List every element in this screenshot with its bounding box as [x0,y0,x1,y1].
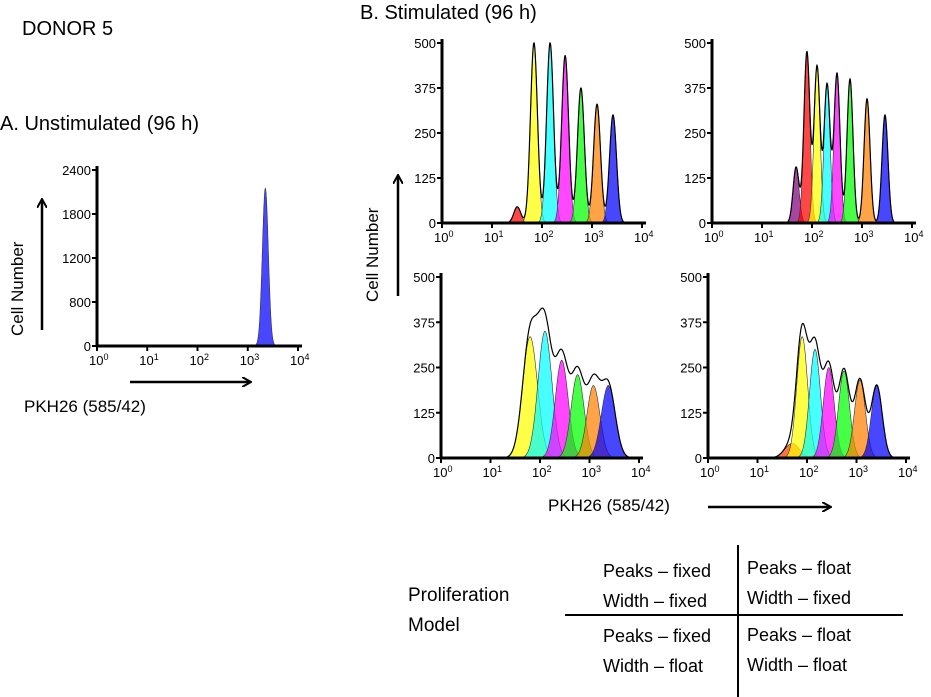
x-tick-label: 104 [631,464,650,480]
y-tick-label: 250 [684,126,706,141]
y-tick-label: 375 [684,81,706,96]
y-tick-label: 500 [413,270,435,285]
table-cell-fixed-float: Peaks – fixed Width – float [603,621,711,681]
y-tick-label: 500 [414,36,436,51]
y-tick-label: 0 [695,451,702,466]
table-label-line1: Proliferation [408,585,510,606]
total-fit-curve [492,41,642,224]
y-tick-label: 0 [428,451,435,466]
y-tick-label: 1800 [62,207,91,222]
panel-a-title: A. Unstimulated (96 h) [0,113,199,135]
histogram-panel-B-fixed-float: 100 101 102 103 104 0 125 250 375 500 [413,270,650,480]
cell-text: Width – fixed [747,588,852,608]
y-tick-label: 375 [413,315,435,330]
x-tick-label: 101 [483,464,502,480]
total-fit-curve [490,307,639,459]
cell-text: Peaks – fixed [603,626,712,646]
y-tick-label: 125 [414,171,436,186]
y-tick-label: 125 [413,406,435,421]
x-tick-label: 102 [799,464,818,480]
y-tick-label: 125 [680,406,702,421]
cell-text: Width – fixed [603,591,708,611]
y-tick-label: 1200 [62,251,91,266]
peak-generation-0 [253,187,278,347]
y-tick-label: 250 [413,361,435,376]
x-tick-label: 101 [754,229,773,245]
x-tick-label: 102 [532,464,551,480]
x-tick-label: 103 [584,229,603,245]
x-tick-label: 100 [700,464,719,480]
y-tick-label: 0 [699,216,706,231]
x-tick-label: 104 [290,352,309,368]
table-row-label: Proliferation Model [408,581,509,641]
donor-label: DONOR 5 [22,18,114,40]
x-tick-label: 103 [854,229,873,245]
y-tick-label: 125 [684,171,706,186]
x-tick-label: 104 [898,464,917,480]
y-tick-label: 800 [69,295,91,310]
x-tick-label: 100 [704,229,723,245]
y-tick-label: 375 [680,315,702,330]
table-cell-float-float: Peaks – float Width – float [747,620,851,680]
x-tick-label: 104 [634,229,653,245]
cell-text: Width – float [747,655,848,675]
histogram-panel-A: 100 101 102 103 104 0 800 1200 1800 2400 [62,163,309,368]
x-tick-label: 100 [433,464,452,480]
x-tick-label: 101 [750,464,769,480]
peak-generation-6 [854,98,880,224]
y-tick-label: 500 [684,36,706,51]
histogram-panel-B-float-float: 100 101 102 103 104 0 125 250 375 500 [680,270,917,480]
x-tick-label: 104 [904,229,923,245]
x-tick-label: 100 [434,229,453,245]
total-fit-curve [757,322,906,459]
panel-b-xlabel: PKH26 (585/42) [548,496,670,515]
x-tick-label: 102 [190,352,209,368]
cell-text: Peaks – fixed [603,561,712,581]
y-tick-label: 500 [680,270,702,285]
x-tick-label: 102 [804,229,823,245]
x-tick-label: 101 [484,229,503,245]
histogram-panel-B-float-fixed: 100 101 102 103 104 0 125 250 375 500 [684,36,923,245]
x-tick-label: 101 [139,352,158,368]
y-tick-label: 375 [414,81,436,96]
x-tick-label: 103 [849,464,868,480]
y-tick-label: 250 [680,361,702,376]
x-tick-label: 100 [89,352,108,368]
cell-text: Peaks – float [747,625,852,645]
x-tick-label: 102 [534,229,553,245]
x-tick-label: 103 [582,464,601,480]
y-tick-label: 250 [414,126,436,141]
histogram-panel-B-fixed-fixed: 100 101 102 103 104 0 125 250 375 500 [414,36,653,245]
y-tick-label: 2400 [62,163,91,178]
x-tick-label: 103 [240,352,259,368]
peak-generation-7 [872,114,897,224]
table-cell-fixed-fixed: Peaks – fixed Width – fixed [603,556,711,616]
table-label-line2: Model [408,615,460,636]
cell-text: Width – float [603,656,704,676]
table-cell-float-fixed: Peaks – float Width – fixed [747,553,851,613]
panel-b-title: B. Stimulated (96 h) [360,2,537,24]
cell-text: Peaks – float [747,558,852,578]
y-tick-label: 0 [429,216,436,231]
panel-a-xlabel: PKH26 (585/42) [24,397,146,416]
y-tick-label: 0 [84,339,91,354]
